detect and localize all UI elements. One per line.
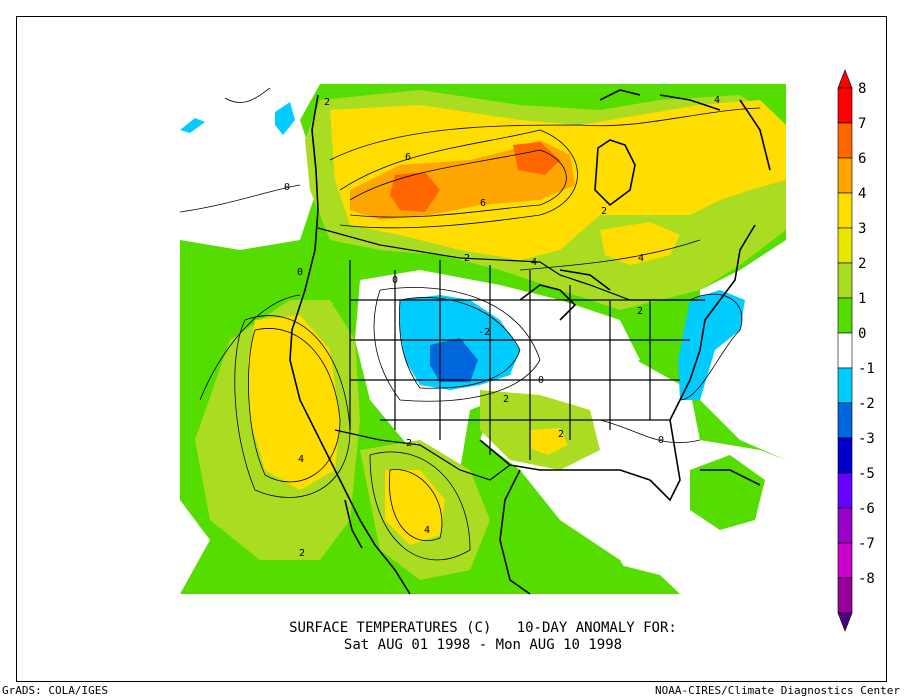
legend-swatch bbox=[837, 367, 853, 404]
legend-label: 1 bbox=[858, 291, 866, 307]
coastlines bbox=[289, 89, 771, 595]
contour-label: 2 bbox=[299, 548, 305, 559]
legend-swatch bbox=[837, 157, 853, 194]
contour-labels: 2 6 6 2 4 4 0 0 2 4 0 -2 0 2 2 2 4 4 2 0… bbox=[284, 95, 720, 559]
contour-label: 0 bbox=[284, 182, 290, 193]
legend-label: 7 bbox=[858, 116, 866, 132]
political-borders bbox=[317, 227, 705, 481]
yellow-region-california bbox=[248, 315, 340, 490]
legend-swatch bbox=[837, 227, 853, 264]
contour-label: 2 bbox=[464, 253, 470, 264]
contour-label: 2 bbox=[406, 438, 412, 449]
blue-region-colorado bbox=[430, 338, 478, 382]
legend-label: -1 bbox=[858, 361, 875, 377]
legend-swatch bbox=[837, 542, 853, 579]
map-title: SURFACE TEMPERATURES (C) 10-DAY ANOMALY … bbox=[180, 620, 786, 654]
title-line-2: Sat AUG 01 1998 - Mon AUG 10 1998 bbox=[343, 637, 623, 653]
legend-label: 6 bbox=[858, 151, 866, 167]
cyan-region-gulf-alaska bbox=[275, 102, 295, 135]
legend-swatch bbox=[837, 122, 853, 159]
legend-swatch bbox=[837, 87, 853, 124]
contour-label: 4 bbox=[638, 253, 644, 264]
legend-label: -8 bbox=[858, 571, 875, 587]
contour-label: 0 bbox=[297, 267, 303, 278]
yellow-region-texas bbox=[530, 428, 568, 455]
contour-label: 0 bbox=[538, 375, 544, 386]
legend-bottom-arrow bbox=[837, 612, 853, 632]
contour-label: 6 bbox=[405, 152, 411, 163]
contour-label: 2 bbox=[324, 97, 330, 108]
yellow-region-quebec bbox=[600, 222, 680, 265]
legend-label: -5 bbox=[858, 466, 875, 482]
legend-swatch bbox=[837, 402, 853, 439]
white-region-sw-corner bbox=[180, 500, 210, 594]
contour-label: 2 bbox=[558, 429, 564, 440]
legend-swatch bbox=[837, 297, 853, 334]
yellow-region-mexico bbox=[385, 470, 445, 545]
footer-credit-left: GrADS: COLA/IGES bbox=[2, 684, 108, 697]
legend-swatch bbox=[837, 262, 853, 299]
legend-top-arrow bbox=[837, 69, 853, 89]
darkorange-region-east bbox=[513, 142, 560, 175]
contour-label: 2 bbox=[601, 206, 607, 217]
legend-swatch bbox=[837, 332, 853, 369]
darkorange-region-west bbox=[390, 172, 440, 212]
contour-label: 0 bbox=[392, 275, 398, 286]
color-legend: 8 7 6 4 3 2 1 0 -1 -2 -3 -5 -6 -7 -8 bbox=[837, 69, 875, 632]
legend-swatch bbox=[837, 192, 853, 229]
contour-label: 4 bbox=[531, 257, 537, 268]
contour-label: 0 bbox=[658, 435, 664, 446]
contour-label: -2 bbox=[478, 327, 490, 338]
green-region-cuba bbox=[690, 455, 765, 530]
legend-swatch bbox=[837, 507, 853, 544]
legend-label: 8 bbox=[858, 81, 866, 97]
cyan-region-pacific bbox=[180, 118, 205, 133]
legend-label: -3 bbox=[858, 431, 875, 447]
contour-label: 2 bbox=[637, 306, 643, 317]
green-region-south bbox=[600, 565, 680, 594]
legend-label: 2 bbox=[858, 256, 866, 272]
contour-label: 6 bbox=[480, 198, 486, 209]
contour-label: 2 bbox=[503, 394, 509, 405]
legend-label: 0 bbox=[858, 326, 866, 342]
legend-label: -7 bbox=[858, 536, 875, 552]
legend-label: -2 bbox=[858, 396, 875, 412]
legend-swatch bbox=[837, 472, 853, 509]
legend-label: 3 bbox=[858, 221, 866, 237]
footer-credit-right: NOAA-CIRES/Climate Diagnostics Center bbox=[654, 684, 900, 697]
contour-lines bbox=[179, 87, 761, 561]
white-region-nw-ocean bbox=[180, 84, 320, 250]
title-line-1: SURFACE TEMPERATURES (C) 10-DAY ANOMALY … bbox=[289, 620, 677, 636]
contour-label: 4 bbox=[298, 454, 304, 465]
cyan-region-atlantic bbox=[678, 290, 745, 400]
legend-label: 4 bbox=[858, 186, 866, 202]
legend-swatch bbox=[837, 437, 853, 474]
legend-swatch bbox=[837, 577, 853, 614]
legend-label: -6 bbox=[858, 501, 875, 517]
contour-label: 4 bbox=[424, 525, 430, 536]
contour-label: 4 bbox=[714, 95, 720, 106]
plot-frame bbox=[16, 16, 887, 682]
